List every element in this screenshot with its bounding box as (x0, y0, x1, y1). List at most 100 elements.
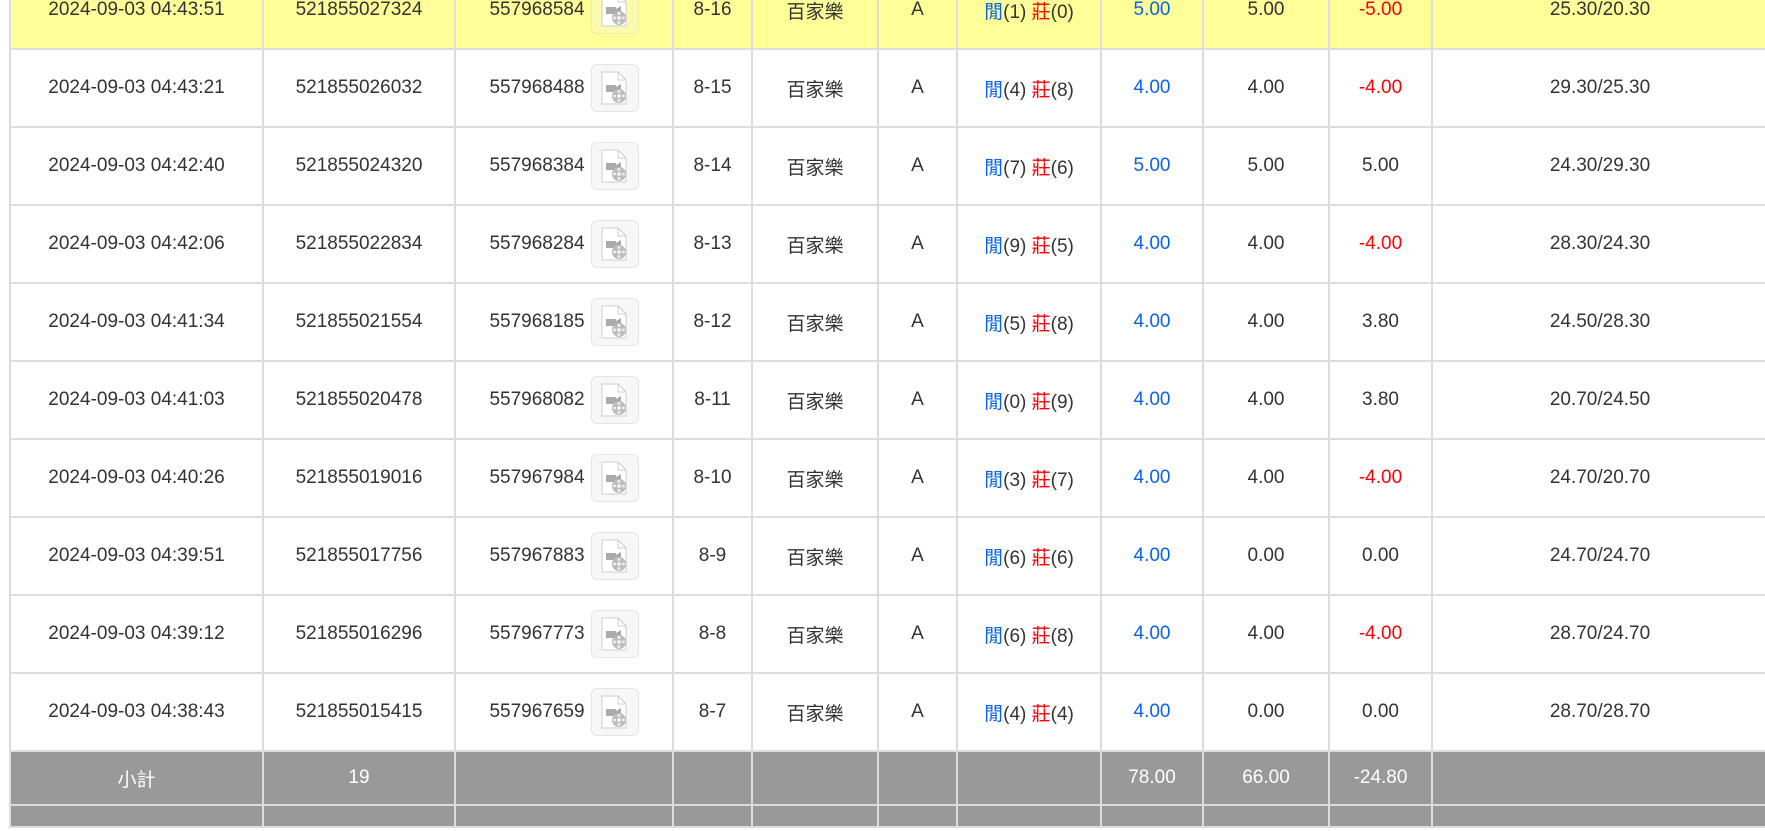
win-loss: 0.00 (1328, 672, 1433, 752)
seat: A (877, 594, 958, 674)
video-replay-button[interactable] (590, 454, 639, 502)
game-type: 百家樂 (751, 126, 879, 206)
table-row: 2024-09-03 04:42:06 521855022834 5579682… (9, 204, 1765, 284)
balance: 29.30/25.30 (1431, 48, 1765, 128)
player-label: 閒 (984, 391, 1004, 413)
banker-score: (4) (1050, 703, 1074, 725)
player-score: (3) (1003, 469, 1027, 491)
banker-label: 莊 (1031, 1, 1051, 23)
subtotal-count: 19 (262, 750, 456, 806)
bet-id: 521855016296 (262, 594, 456, 674)
round-id: 557967773 (454, 594, 674, 674)
empty-cell (1431, 750, 1765, 806)
player-label: 閒 (984, 703, 1004, 725)
table-row: 2024-09-03 04:41:03 521855020478 5579680… (9, 360, 1765, 440)
banker-label: 莊 (1031, 703, 1051, 725)
valid-bet: 4.00 (1202, 282, 1330, 362)
bet-amount: 4.00 (1100, 594, 1204, 674)
result: 閒(4) 莊(4) (956, 672, 1102, 752)
video-file-icon (601, 617, 627, 651)
bet-amount: 4.00 (1100, 672, 1204, 752)
round-id: 557967984 (454, 438, 674, 518)
player-label: 閒 (984, 547, 1004, 569)
valid-bet: 4.00 (1202, 48, 1330, 128)
player-label: 閒 (984, 469, 1004, 491)
empty-cell (1100, 804, 1204, 828)
banker-score: (8) (1050, 79, 1074, 101)
banker-score: (5) (1050, 235, 1074, 257)
video-replay-button[interactable] (590, 64, 639, 112)
result: 閒(3) 莊(7) (956, 438, 1102, 518)
result: 閒(0) 莊(9) (956, 360, 1102, 440)
round-id-text: 557968082 (489, 389, 585, 410)
seat: A (877, 282, 958, 362)
seat: A (877, 126, 958, 206)
video-replay-button[interactable] (590, 532, 639, 580)
win-loss: -4.00 (1328, 594, 1433, 674)
result: 閒(5) 莊(8) (956, 282, 1102, 362)
player-score: (5) (1003, 313, 1027, 335)
player-label: 閒 (984, 79, 1004, 101)
player-label: 閒 (984, 235, 1004, 257)
round-id-text: 557968185 (489, 311, 585, 332)
video-file-icon (601, 71, 627, 105)
game-type: 百家樂 (751, 204, 879, 284)
game-type: 百家樂 (751, 48, 879, 128)
win-loss: 3.80 (1328, 360, 1433, 440)
player-score: (4) (1003, 79, 1027, 101)
player-score: (6) (1003, 547, 1027, 569)
bet-time: 2024-09-03 04:42:06 (9, 204, 264, 284)
empty-cell (751, 804, 879, 828)
bet-time: 2024-09-03 04:42:40 (9, 126, 264, 206)
video-replay-button[interactable] (590, 142, 639, 190)
round-id: 557968185 (454, 282, 674, 362)
video-replay-button[interactable] (590, 688, 639, 736)
banker-label: 莊 (1031, 469, 1051, 491)
win-loss: 5.00 (1328, 126, 1433, 206)
valid-bet: 4.00 (1202, 360, 1330, 440)
bet-id: 521855021554 (262, 282, 456, 362)
valid-bet: 4.00 (1202, 438, 1330, 518)
video-replay-button[interactable] (590, 610, 639, 658)
banker-label: 莊 (1031, 79, 1051, 101)
bet-id: 521855026032 (262, 48, 456, 128)
valid-bet: 0.00 (1202, 672, 1330, 752)
seat: A (877, 672, 958, 752)
balance: 28.70/24.70 (1431, 594, 1765, 674)
bet-id: 521855020478 (262, 360, 456, 440)
player-label: 閒 (984, 313, 1004, 335)
banker-score: (9) (1050, 391, 1074, 413)
video-replay-button[interactable] (590, 0, 639, 34)
bet-time: 2024-09-03 04:41:34 (9, 282, 264, 362)
round-id-text: 557967984 (489, 467, 585, 488)
video-file-icon (601, 461, 627, 495)
empty-cell (1202, 804, 1330, 828)
empty-cell (877, 804, 958, 828)
bet-id: 521855015415 (262, 672, 456, 752)
result: 閒(7) 莊(6) (956, 126, 1102, 206)
valid-bet: 4.00 (1202, 204, 1330, 284)
bet-time: 2024-09-03 04:43:51 (9, 0, 264, 50)
result: 閒(1) 莊(0) (956, 0, 1102, 50)
win-loss: 3.80 (1328, 282, 1433, 362)
bet-amount: 4.00 (1100, 282, 1204, 362)
table-no: 8-16 (672, 0, 753, 50)
banker-label: 莊 (1031, 235, 1051, 257)
table-row: 2024-09-03 04:41:34 521855021554 5579681… (9, 282, 1765, 362)
round-id-text: 557967659 (489, 701, 585, 722)
video-replay-button[interactable] (590, 220, 639, 268)
video-file-icon (601, 383, 627, 417)
table-no: 8-7 (672, 672, 753, 752)
round-id: 557967883 (454, 516, 674, 596)
game-type: 百家樂 (751, 360, 879, 440)
video-replay-button[interactable] (590, 298, 639, 346)
empty-cell (751, 750, 879, 806)
bet-time: 2024-09-03 04:43:21 (9, 48, 264, 128)
table-row: 2024-09-03 04:43:51 521855027324 5579685… (9, 0, 1765, 50)
balance: 20.70/24.50 (1431, 360, 1765, 440)
seat: A (877, 360, 958, 440)
table-row: 2024-09-03 04:38:43 521855015415 5579676… (9, 672, 1765, 752)
video-replay-button[interactable] (590, 376, 639, 424)
video-file-icon (601, 539, 627, 573)
empty-cell (672, 750, 753, 806)
